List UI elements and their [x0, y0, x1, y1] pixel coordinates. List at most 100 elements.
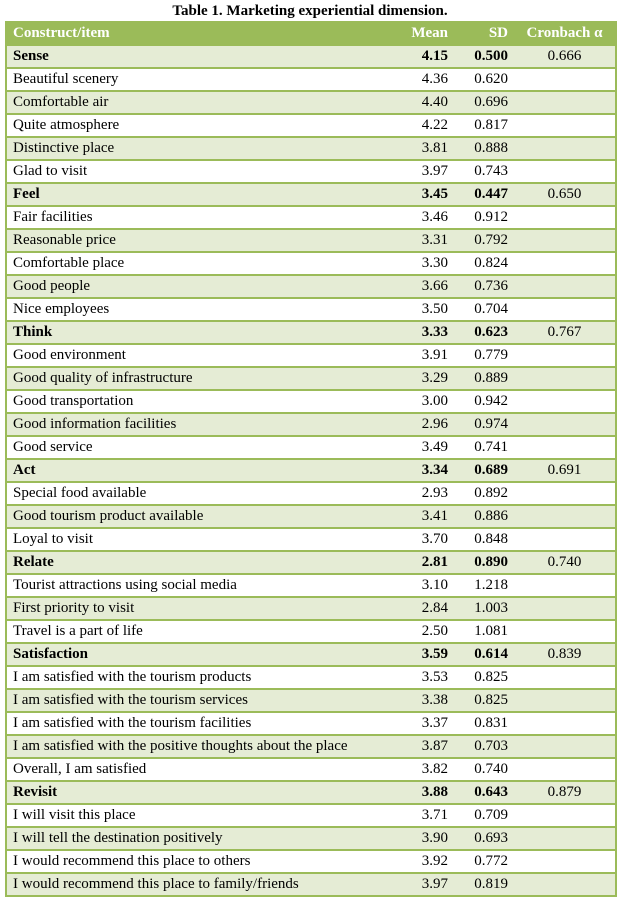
cell-alpha	[514, 827, 616, 851]
cell-item: Good information facilities	[6, 413, 392, 437]
table-row: Tourist attractions using social media 3.…	[6, 574, 616, 598]
cell-sd: 0.704	[454, 298, 514, 322]
cell-item: I am satisfied with the tourism products	[6, 666, 392, 690]
cell-mean: 2.50	[392, 620, 454, 644]
cell-alpha	[514, 275, 616, 299]
cell-alpha	[514, 68, 616, 92]
cell-alpha	[514, 666, 616, 690]
table-row: Good quality of infrastructure 3.29 0.889	[6, 367, 616, 391]
cell-item: Sense	[6, 45, 392, 69]
cell-sd: 0.643	[454, 781, 514, 805]
cell-item: I will visit this place	[6, 804, 392, 828]
cell-item: Special food available	[6, 482, 392, 506]
table-row: Good tourism product available 3.41 0.886	[6, 505, 616, 529]
cell-sd: 0.743	[454, 160, 514, 184]
cell-mean: 3.97	[392, 160, 454, 184]
header-sd: SD	[454, 22, 514, 46]
cell-alpha	[514, 873, 616, 897]
cell-alpha	[514, 413, 616, 437]
cell-item: Good environment	[6, 344, 392, 368]
cell-sd: 0.825	[454, 666, 514, 690]
cell-sd: 0.890	[454, 551, 514, 575]
cell-alpha: 0.650	[514, 183, 616, 207]
cell-item: Good tourism product available	[6, 505, 392, 529]
table-row: Good service 3.49 0.741	[6, 436, 616, 460]
table-row: Nice employees 3.50 0.704	[6, 298, 616, 322]
cell-mean: 3.50	[392, 298, 454, 322]
cell-mean: 3.71	[392, 804, 454, 828]
header-construct: Construct/item	[6, 22, 392, 46]
cell-mean: 3.10	[392, 574, 454, 598]
cell-mean: 4.40	[392, 91, 454, 115]
cell-alpha	[514, 712, 616, 736]
cell-alpha: 0.740	[514, 551, 616, 575]
table-row: Good environment 3.91 0.779	[6, 344, 616, 368]
cell-mean: 2.93	[392, 482, 454, 506]
cell-item: Good service	[6, 436, 392, 460]
table-header-row: Construct/item Mean SD Cronbach α	[6, 22, 616, 46]
construct-row: Satisfaction 3.59 0.614 0.839	[6, 643, 616, 667]
table-row: Glad to visit 3.97 0.743	[6, 160, 616, 184]
cell-alpha	[514, 206, 616, 230]
cell-item: Beautiful scenery	[6, 68, 392, 92]
experiential-table: Construct/item Mean SD Cronbach α Sense 4…	[5, 21, 617, 897]
cell-alpha: 0.691	[514, 459, 616, 483]
table-row: I am satisfied with the tourism products…	[6, 666, 616, 690]
cell-sd: 0.620	[454, 68, 514, 92]
cell-alpha: 0.666	[514, 45, 616, 69]
cell-sd: 0.888	[454, 137, 514, 161]
cell-item: Good quality of infrastructure	[6, 367, 392, 391]
cell-sd: 0.779	[454, 344, 514, 368]
cell-mean: 3.38	[392, 689, 454, 713]
cell-mean: 4.36	[392, 68, 454, 92]
cell-sd: 0.886	[454, 505, 514, 529]
cell-alpha	[514, 735, 616, 759]
cell-sd: 0.500	[454, 45, 514, 69]
cell-item: I will tell the destination positively	[6, 827, 392, 851]
cell-sd: 0.892	[454, 482, 514, 506]
cell-sd: 0.623	[454, 321, 514, 345]
construct-row: Revisit 3.88 0.643 0.879	[6, 781, 616, 805]
cell-item: Think	[6, 321, 392, 345]
cell-alpha	[514, 91, 616, 115]
cell-item: Glad to visit	[6, 160, 392, 184]
cell-sd: 0.709	[454, 804, 514, 828]
cell-alpha	[514, 758, 616, 782]
cell-mean: 3.82	[392, 758, 454, 782]
cell-sd: 1.218	[454, 574, 514, 598]
cell-sd: 0.825	[454, 689, 514, 713]
cell-alpha	[514, 344, 616, 368]
construct-row: Feel 3.45 0.447 0.650	[6, 183, 616, 207]
cell-sd: 0.974	[454, 413, 514, 437]
cell-alpha	[514, 229, 616, 253]
construct-row: Sense 4.15 0.500 0.666	[6, 45, 616, 69]
cell-sd: 0.824	[454, 252, 514, 276]
table-row: Good information facilities 2.96 0.974	[6, 413, 616, 437]
cell-mean: 3.87	[392, 735, 454, 759]
cell-item: Quite atmosphere	[6, 114, 392, 138]
cell-mean: 3.46	[392, 206, 454, 230]
cell-alpha	[514, 505, 616, 529]
cell-alpha	[514, 804, 616, 828]
cell-item: I would recommend this place to others	[6, 850, 392, 874]
cell-alpha	[514, 482, 616, 506]
cell-alpha	[514, 367, 616, 391]
cell-alpha	[514, 597, 616, 621]
table-row: Good transportation 3.00 0.942	[6, 390, 616, 414]
cell-sd: 0.942	[454, 390, 514, 414]
table-row: Travel is a part of life 2.50 1.081	[6, 620, 616, 644]
cell-item: Relate	[6, 551, 392, 575]
cell-item: Good transportation	[6, 390, 392, 414]
table-row: Fair facilities 3.46 0.912	[6, 206, 616, 230]
table-row: I would recommend this place to others 3.…	[6, 850, 616, 874]
cell-mean: 3.31	[392, 229, 454, 253]
cell-sd: 1.003	[454, 597, 514, 621]
cell-alpha	[514, 252, 616, 276]
cell-sd: 0.741	[454, 436, 514, 460]
cell-mean: 4.22	[392, 114, 454, 138]
cell-alpha	[514, 160, 616, 184]
table-row: Loyal to visit 3.70 0.848	[6, 528, 616, 552]
cell-mean: 3.41	[392, 505, 454, 529]
cell-sd: 0.693	[454, 827, 514, 851]
construct-row: Act 3.34 0.689 0.691	[6, 459, 616, 483]
